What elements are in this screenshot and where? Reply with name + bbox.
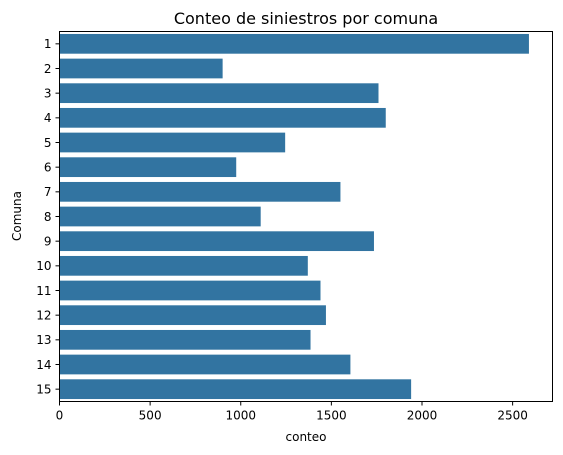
y-tick-label: 12 bbox=[36, 308, 51, 322]
y-tick-label: 10 bbox=[36, 259, 51, 273]
bar-comuna-8 bbox=[59, 206, 261, 227]
chart-title: Conteo de siniestros por comuna bbox=[174, 9, 438, 28]
y-tick-label: 13 bbox=[36, 333, 51, 347]
x-tick-label: 2000 bbox=[407, 409, 438, 423]
x-axis-label: conteo bbox=[286, 430, 327, 444]
y-tick-label: 8 bbox=[44, 210, 52, 224]
x-tick-label: 0 bbox=[56, 409, 64, 423]
y-tick-label: 15 bbox=[36, 382, 51, 396]
bar-comuna-9 bbox=[59, 231, 374, 252]
bar-comuna-1 bbox=[59, 33, 529, 54]
bars-group bbox=[59, 33, 529, 400]
y-tick-label: 2 bbox=[44, 62, 52, 76]
y-tick-label: 5 bbox=[44, 136, 52, 150]
x-axis-ticks: 0 500 1000 1500 2000 2500 bbox=[56, 401, 528, 423]
bar-comuna-10 bbox=[59, 255, 308, 276]
bar-comuna-15 bbox=[59, 379, 412, 400]
bar-comuna-12 bbox=[59, 305, 326, 326]
bar-comuna-11 bbox=[59, 280, 321, 301]
x-tick-label: 1000 bbox=[225, 409, 256, 423]
plot-frame bbox=[59, 31, 553, 402]
y-tick-label: 6 bbox=[44, 160, 52, 174]
bar-comuna-4 bbox=[59, 107, 386, 128]
y-tick-label: 4 bbox=[44, 111, 52, 125]
bar-comuna-13 bbox=[59, 329, 311, 350]
bar-comuna-6 bbox=[59, 157, 237, 178]
bar-comuna-5 bbox=[59, 132, 286, 153]
y-tick-label: 14 bbox=[36, 358, 51, 372]
y-tick-label: 1 bbox=[44, 37, 52, 51]
y-tick-label: 7 bbox=[44, 185, 52, 199]
y-tick-label: 9 bbox=[44, 234, 52, 248]
y-axis-label: Comuna bbox=[10, 191, 24, 241]
y-tick-label: 3 bbox=[44, 86, 52, 100]
x-tick-label: 1500 bbox=[316, 409, 347, 423]
bar-comuna-7 bbox=[59, 181, 341, 202]
bar-comuna-3 bbox=[59, 83, 379, 104]
y-tick-label: 11 bbox=[36, 284, 51, 298]
x-tick-label: 500 bbox=[139, 409, 162, 423]
bar-comuna-14 bbox=[59, 354, 351, 375]
bar-comuna-2 bbox=[59, 58, 223, 79]
x-tick-label: 2500 bbox=[497, 409, 528, 423]
